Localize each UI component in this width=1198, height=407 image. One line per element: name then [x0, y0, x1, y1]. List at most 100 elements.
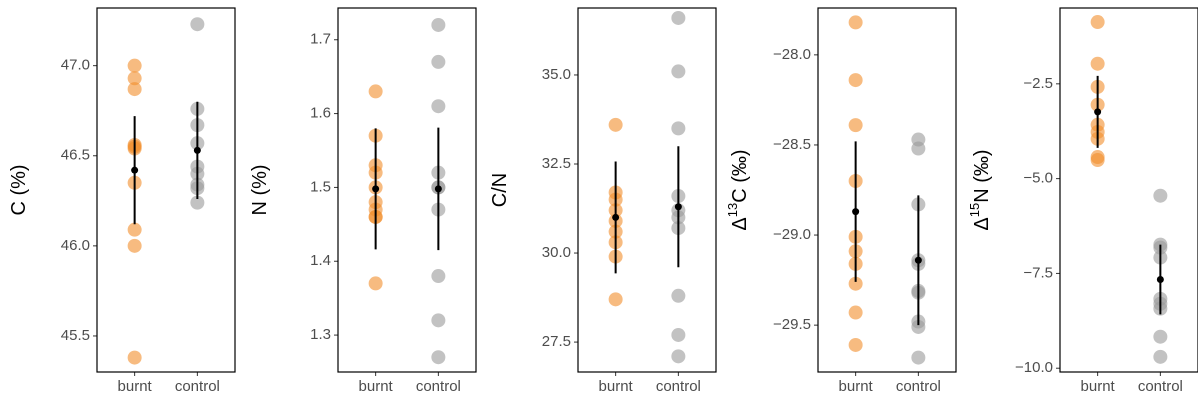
data-point — [1153, 349, 1168, 364]
data-point — [911, 319, 926, 334]
data-point — [671, 349, 686, 364]
y-axis-title: Δ13C (‰) — [725, 149, 751, 230]
y-tick-label: −29.0 — [773, 226, 811, 243]
data-point — [1090, 153, 1105, 168]
y-axis-title-part: Δ — [971, 217, 993, 230]
mean-point — [131, 166, 139, 174]
data-point — [848, 15, 863, 30]
panel-border — [96, 7, 236, 373]
data-point — [1090, 56, 1105, 71]
x-tick-label: control — [416, 378, 461, 395]
data-point — [608, 292, 623, 307]
y-tick-label: −5.0 — [1023, 170, 1053, 187]
data-point — [671, 10, 686, 25]
y-tick-label: 1.3 — [310, 326, 331, 343]
x-tick-label: control — [896, 378, 941, 395]
panel-border — [577, 7, 717, 373]
mean-point — [914, 256, 922, 264]
data-point — [848, 337, 863, 352]
data-point — [431, 350, 446, 365]
panel-border — [1059, 7, 1198, 373]
data-point — [190, 195, 205, 210]
y-axis-title-part: 15 — [967, 203, 982, 217]
y-axis-title-part: C (‰) — [729, 149, 751, 202]
data-point — [368, 84, 383, 99]
y-tick-label: 1.5 — [310, 178, 331, 195]
y-tick-label: 47.0 — [61, 57, 90, 74]
data-point — [127, 350, 142, 365]
y-axis-title-part: C (%) — [8, 164, 30, 215]
mean-point — [434, 185, 442, 193]
x-tick-label: control — [175, 378, 220, 395]
y-axis-title-part: N (‰) — [971, 149, 993, 202]
y-axis-title-part: 13 — [725, 203, 740, 217]
x-tick-label: burnt — [599, 378, 634, 395]
data-point — [431, 54, 446, 69]
data-point — [1153, 329, 1168, 344]
data-point — [848, 276, 863, 291]
data-point — [671, 121, 686, 136]
data-point — [671, 288, 686, 303]
panel-border — [337, 7, 477, 373]
data-point — [127, 58, 142, 73]
data-point — [127, 71, 142, 86]
data-point — [431, 269, 446, 284]
y-axis-title-part: C/N — [489, 173, 511, 207]
y-tick-label: 30.0 — [542, 244, 571, 261]
data-point — [127, 238, 142, 253]
data-point — [671, 327, 686, 342]
data-point — [911, 350, 926, 365]
y-axis-title-part: N (%) — [249, 164, 271, 215]
mean-point — [1156, 275, 1164, 283]
mean-point — [852, 208, 860, 216]
mean-point — [674, 203, 682, 211]
data-point — [431, 313, 446, 328]
x-tick-label: burnt — [118, 378, 153, 395]
y-tick-label: 1.6 — [310, 105, 331, 122]
y-tick-label: −7.5 — [1023, 264, 1053, 281]
data-point — [848, 118, 863, 133]
y-tick-label: −28.5 — [773, 136, 811, 153]
y-tick-label: 45.5 — [61, 327, 90, 344]
y-tick-label: −29.5 — [773, 316, 811, 333]
y-tick-label: −28.0 — [773, 46, 811, 63]
data-point — [368, 276, 383, 291]
y-tick-label: 1.7 — [310, 31, 331, 48]
data-point — [127, 82, 142, 97]
mean-point — [372, 185, 380, 193]
data-point — [431, 17, 446, 32]
x-tick-label: burnt — [839, 378, 874, 395]
y-tick-label: 35.0 — [542, 66, 571, 83]
x-tick-label: burnt — [1081, 378, 1116, 395]
x-tick-label: burnt — [359, 378, 394, 395]
y-axis-title: Δ15N (‰) — [967, 149, 993, 230]
y-axis-title: C (%) — [8, 164, 30, 215]
data-point — [1090, 15, 1105, 30]
x-tick-label: control — [1138, 378, 1183, 395]
data-point — [127, 222, 142, 237]
y-tick-label: 32.5 — [542, 155, 571, 172]
y-axis-title: N (%) — [249, 164, 271, 215]
data-point — [431, 99, 446, 114]
y-tick-label: −10.0 — [1015, 359, 1053, 376]
y-axis-title: C/N — [489, 173, 511, 207]
mean-point — [193, 146, 201, 154]
data-point — [848, 305, 863, 320]
data-point — [911, 141, 926, 156]
mean-point — [1094, 108, 1102, 116]
y-tick-label: 27.5 — [542, 333, 571, 350]
y-tick-label: 1.4 — [310, 252, 331, 269]
data-point — [608, 117, 623, 132]
panel-border — [817, 7, 957, 373]
data-point — [671, 64, 686, 79]
data-point — [190, 17, 205, 32]
y-tick-label: 46.5 — [61, 147, 90, 164]
mean-point — [612, 213, 620, 221]
x-tick-label: control — [656, 378, 701, 395]
y-tick-label: −2.5 — [1023, 75, 1053, 92]
data-point — [848, 73, 863, 88]
y-axis-title-part: Δ — [729, 217, 751, 230]
y-tick-label: 46.0 — [61, 237, 90, 254]
data-point — [1153, 188, 1168, 203]
